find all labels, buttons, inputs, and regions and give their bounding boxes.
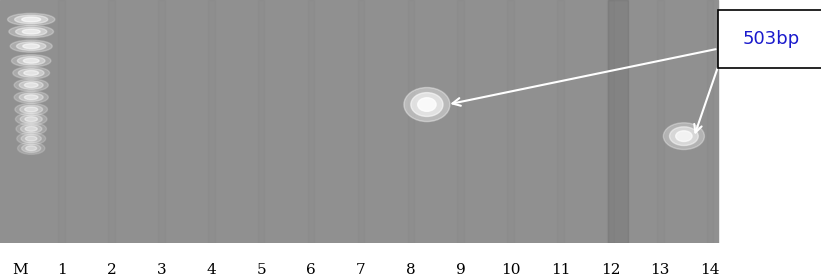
Bar bbox=[58, 0, 65, 243]
Text: 9: 9 bbox=[456, 262, 466, 274]
Bar bbox=[657, 0, 663, 243]
Ellipse shape bbox=[16, 27, 47, 36]
Ellipse shape bbox=[19, 93, 44, 101]
Ellipse shape bbox=[25, 107, 38, 112]
Ellipse shape bbox=[16, 123, 47, 135]
Ellipse shape bbox=[10, 40, 53, 52]
Ellipse shape bbox=[25, 117, 38, 122]
Ellipse shape bbox=[670, 127, 698, 145]
Text: 4: 4 bbox=[206, 262, 216, 274]
Bar bbox=[358, 0, 365, 243]
Ellipse shape bbox=[21, 134, 41, 143]
Text: 11: 11 bbox=[551, 262, 571, 274]
Ellipse shape bbox=[14, 91, 48, 103]
Ellipse shape bbox=[410, 93, 443, 116]
Bar bbox=[707, 0, 713, 243]
Ellipse shape bbox=[21, 17, 41, 22]
Text: 5: 5 bbox=[256, 262, 266, 274]
Ellipse shape bbox=[25, 126, 37, 131]
Ellipse shape bbox=[23, 58, 39, 63]
Ellipse shape bbox=[17, 56, 45, 65]
Text: 7: 7 bbox=[356, 262, 365, 274]
Text: 13: 13 bbox=[650, 262, 670, 274]
Ellipse shape bbox=[25, 146, 37, 151]
Text: 503bp: 503bp bbox=[742, 30, 800, 48]
Bar bbox=[308, 0, 314, 243]
Text: 10: 10 bbox=[501, 262, 521, 274]
Ellipse shape bbox=[20, 105, 43, 114]
Bar bbox=[507, 0, 514, 243]
Bar bbox=[557, 0, 564, 243]
Text: 1: 1 bbox=[57, 262, 67, 274]
Ellipse shape bbox=[7, 13, 55, 25]
Bar bbox=[457, 0, 464, 243]
Ellipse shape bbox=[15, 103, 48, 115]
Ellipse shape bbox=[418, 98, 436, 111]
Text: 8: 8 bbox=[406, 262, 415, 274]
Ellipse shape bbox=[17, 142, 45, 154]
Ellipse shape bbox=[16, 133, 46, 145]
Ellipse shape bbox=[23, 44, 39, 48]
Ellipse shape bbox=[21, 125, 42, 133]
Ellipse shape bbox=[22, 29, 40, 34]
Text: 6: 6 bbox=[306, 262, 316, 274]
Bar bbox=[407, 0, 414, 243]
Ellipse shape bbox=[404, 87, 450, 122]
Ellipse shape bbox=[16, 113, 47, 125]
Ellipse shape bbox=[24, 70, 39, 75]
Text: 3: 3 bbox=[157, 262, 166, 274]
Ellipse shape bbox=[25, 95, 38, 100]
Ellipse shape bbox=[21, 144, 41, 153]
Bar bbox=[108, 0, 115, 243]
Ellipse shape bbox=[25, 83, 38, 87]
Ellipse shape bbox=[663, 123, 704, 150]
Ellipse shape bbox=[9, 25, 53, 38]
Bar bbox=[208, 0, 214, 243]
Bar bbox=[158, 0, 165, 243]
Ellipse shape bbox=[25, 136, 37, 141]
Text: 2: 2 bbox=[107, 262, 117, 274]
Ellipse shape bbox=[21, 115, 42, 123]
Bar bbox=[258, 0, 264, 243]
Ellipse shape bbox=[14, 79, 48, 91]
Text: 14: 14 bbox=[700, 262, 720, 274]
Text: M: M bbox=[12, 262, 29, 274]
Ellipse shape bbox=[15, 15, 48, 24]
Ellipse shape bbox=[18, 69, 44, 77]
Bar bbox=[0, 0, 718, 243]
Ellipse shape bbox=[676, 131, 692, 141]
Bar bbox=[608, 0, 628, 243]
Ellipse shape bbox=[19, 81, 44, 89]
Text: 12: 12 bbox=[601, 262, 620, 274]
Bar bbox=[607, 0, 613, 243]
FancyBboxPatch shape bbox=[718, 10, 821, 68]
Ellipse shape bbox=[13, 67, 49, 79]
Ellipse shape bbox=[11, 55, 51, 67]
Ellipse shape bbox=[16, 42, 46, 50]
